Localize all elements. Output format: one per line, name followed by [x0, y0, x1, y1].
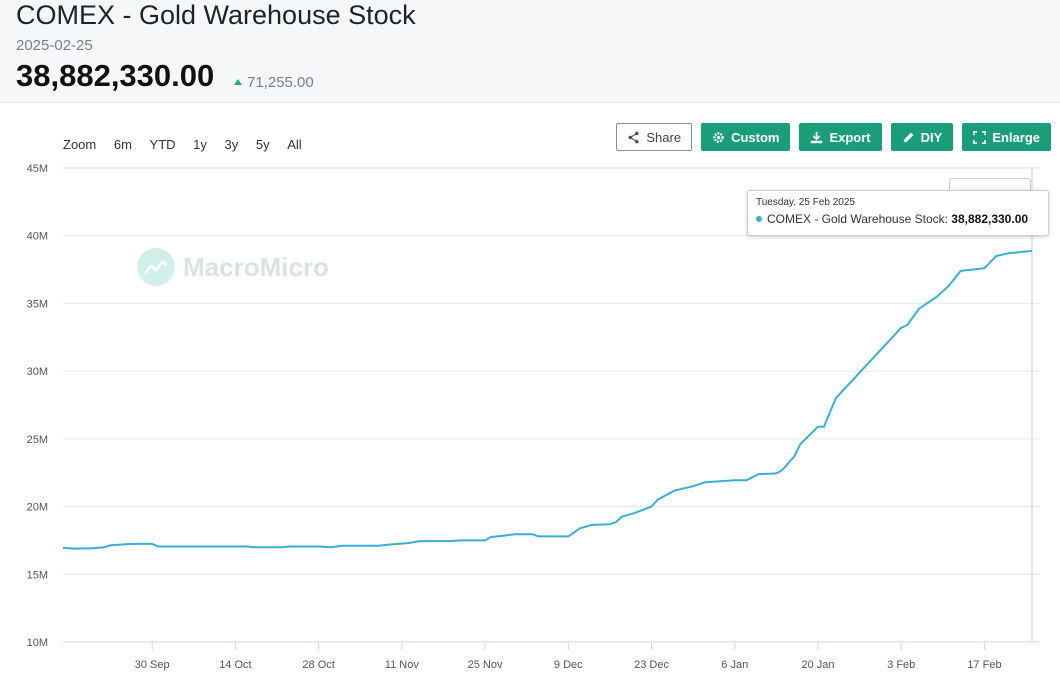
x-axis: 30 Sep 14 Oct 28 Oct 11 Nov 25 Nov 9 Dec 23 De… — [63, 641, 1040, 671]
zoom-1y[interactable]: 1y — [193, 137, 207, 152]
up-arrow-icon — [234, 79, 242, 85]
zoom-all[interactable]: All — [287, 137, 302, 152]
watermark: MacroMicro — [137, 248, 329, 286]
series-marker-icon — [756, 216, 762, 222]
change-value-text: 71,255.00 — [247, 74, 314, 91]
watermark-text: MacroMicro — [183, 251, 329, 282]
tooltip-value: 38,882,330.00 — [951, 212, 1029, 226]
share-label: Share — [646, 129, 682, 145]
y-axis: 10M 15M 20M 25M 30M 35M 40M 45M — [27, 163, 48, 649]
gridlines — [63, 167, 1040, 643]
x-tick-label: 17 Feb — [967, 659, 1001, 671]
x-tick-label: 9 Dec — [554, 659, 583, 671]
gear-icon — [713, 131, 724, 143]
x-tick-label: 20 Jan — [801, 659, 834, 671]
tooltip-row: COMEX - Gold Warehouse Stock: 38,882,330… — [756, 212, 1040, 226]
y-tick-label: 20M — [27, 502, 48, 514]
change-value: 71,255.00 — [234, 74, 314, 91]
download-icon — [811, 131, 823, 143]
chart-toolbar: Share Custom Export DIY Enlarge — [616, 123, 1051, 151]
diy-button[interactable]: DIY — [890, 123, 954, 151]
latest-date: 2025-02-25 — [16, 37, 93, 54]
export-label: Export — [829, 129, 871, 145]
x-tick-label: 6 Jan — [721, 659, 748, 671]
y-tick-label: 25M — [27, 434, 48, 446]
pencil-icon — [903, 132, 914, 142]
zoom-3y[interactable]: 3y — [224, 137, 239, 152]
y-tick-label: 15M — [27, 569, 48, 581]
y-tick-label: 10M — [27, 637, 48, 649]
chart-tooltip: Tuesday, 25 Feb 2025 COMEX - Gold Wareho… — [747, 190, 1049, 236]
y-tick-label: 35M — [27, 298, 48, 310]
zoom-selector: Zoom 6m YTD 1y 3y 5y All — [63, 137, 316, 152]
macromicro-logo-icon — [137, 248, 175, 286]
page-title: COMEX - Gold Warehouse Stock — [16, 0, 416, 30]
x-tick-label: 30 Sep — [135, 659, 170, 671]
share-button[interactable]: Share — [616, 123, 693, 151]
y-tick-label: 40M — [27, 231, 48, 243]
enlarge-label: Enlarge — [992, 129, 1040, 145]
zoom-label: Zoom — [63, 137, 97, 152]
tooltip-date: Tuesday, 25 Feb 2025 — [756, 197, 855, 208]
x-tick-label: 14 Oct — [219, 659, 251, 671]
diy-label: DIY — [920, 129, 943, 145]
export-button[interactable]: Export — [799, 123, 882, 151]
custom-label: Custom — [731, 129, 780, 145]
expand-icon — [973, 130, 987, 144]
x-tick-label: 11 Nov — [385, 659, 420, 671]
x-tick-label: 23 Dec — [634, 659, 669, 671]
series-layer — [62, 168, 1033, 642]
latest-value: 38,882,330.00 — [16, 58, 215, 93]
share-icon — [628, 131, 639, 143]
x-tick-label: 3 Feb — [887, 659, 915, 671]
header: COMEX - Gold Warehouse Stock 2025-02-25 … — [0, 0, 1060, 103]
custom-button[interactable]: Custom — [701, 123, 791, 151]
y-tick-label: 45M — [27, 163, 48, 175]
y-tick-label: 30M — [27, 366, 48, 378]
tooltip-series: COMEX - Gold Warehouse Stock: — [767, 212, 948, 226]
series-line — [62, 249, 1033, 550]
zoom-6m[interactable]: 6m — [113, 137, 132, 152]
zoom-ytd[interactable]: YTD — [149, 137, 176, 152]
enlarge-button[interactable]: Enlarge — [962, 123, 1051, 151]
zoom-5y[interactable]: 5y — [255, 137, 270, 152]
x-tick-label: 28 Oct — [302, 659, 334, 671]
x-tick-label: 25 Nov — [468, 659, 503, 671]
